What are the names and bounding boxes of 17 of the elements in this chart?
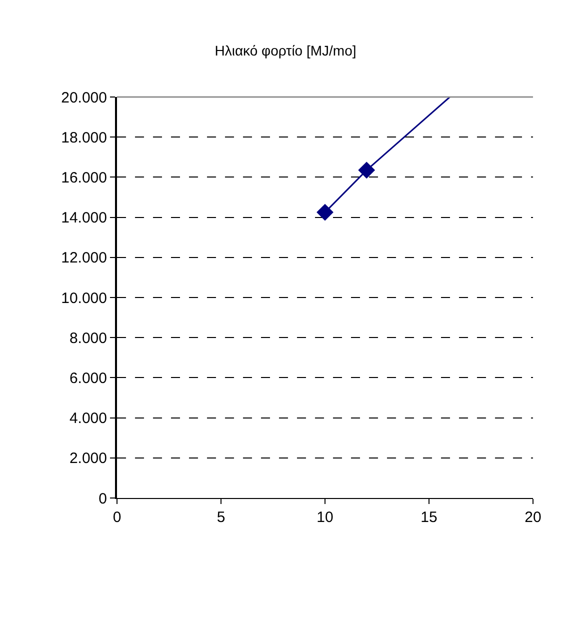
y-tick-label: 10.000: [61, 290, 107, 307]
x-tick-label: 20: [524, 509, 542, 526]
y-tick-label: 6.000: [69, 370, 107, 387]
x-tick-label: 15: [420, 509, 438, 526]
chart-title: Ηλιακό φορτίο [MJ/mo]: [214, 42, 356, 59]
y-tick-label: 4.000: [69, 410, 107, 428]
y-tick-label: 14.000: [61, 210, 107, 227]
x-tick-label: 5: [216, 509, 226, 526]
y-tick-label: 18.000: [61, 129, 107, 146]
y-tick-label: 16.000: [61, 169, 107, 186]
x-tick-label: 0: [112, 509, 122, 526]
y-tick-label: 2.000: [69, 450, 107, 468]
y-tick-label: 12.000: [61, 250, 107, 267]
y-tick-label: 0: [98, 490, 107, 508]
y-tick-label: 20.000: [61, 89, 107, 106]
y-tick-label: 8.000: [69, 330, 107, 347]
x-tick-label: 10: [316, 509, 334, 526]
